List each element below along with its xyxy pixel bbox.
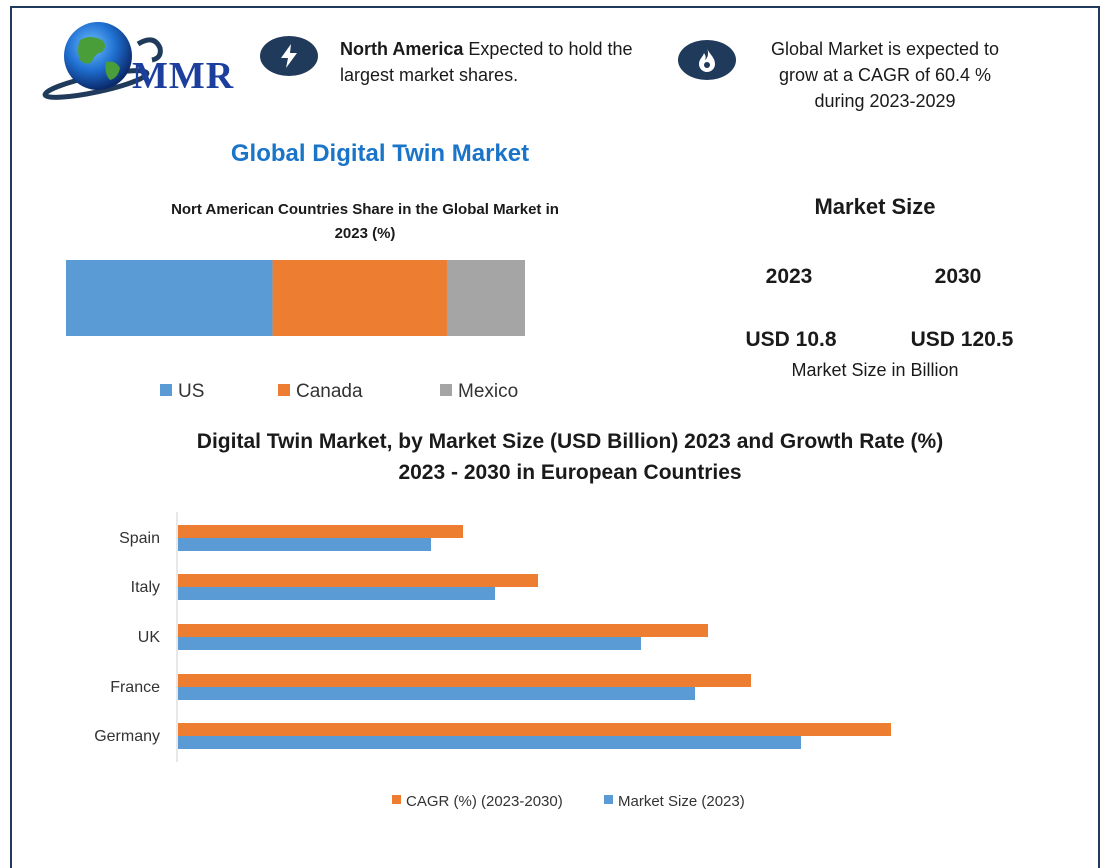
- share-chart-title-1: Nort American Countries Share in the Glo…: [171, 201, 559, 218]
- cagr-note: Global Market is expected to grow at a C…: [740, 36, 1030, 114]
- legend-swatch-cagr-2023-2030: [392, 795, 401, 804]
- share-chart: US Canada Mexico: [66, 260, 525, 402]
- category-label-spain: Spain: [119, 530, 160, 547]
- share-legend-label-canada: Canada: [296, 381, 363, 402]
- europe-chart-title-1: Digital Twin Market, by Market Size (USD…: [196, 430, 944, 453]
- value-2030: USD 120.5: [910, 328, 1014, 351]
- europe-chart-title: Digital Twin Market, by Market Size (USD…: [150, 426, 990, 488]
- page-frame: [10, 6, 1100, 868]
- share-chart-title: Nort American Countries Share in the Glo…: [140, 198, 590, 246]
- market-size-unit: Market Size in Billion: [791, 360, 959, 380]
- logo-text: MMR: [132, 55, 235, 97]
- year-2030: 2030: [934, 265, 982, 288]
- cagr-line-3: during 2023-2029: [814, 91, 956, 111]
- main-title: Global Digital Twin Market: [230, 140, 530, 167]
- category-label-italy: Italy: [131, 579, 160, 596]
- north-america-text-2: largest market shares.: [340, 65, 519, 85]
- bar-cagr-2023-2030-germany: [178, 723, 891, 736]
- year-2023: 2023: [765, 265, 813, 288]
- europe-chart: Spain Italy UK France Germany CAGR (%) (2023…: [94, 512, 891, 810]
- mmr-logo: MMR: [40, 14, 240, 100]
- bar-cagr-2023-2030-uk: [178, 624, 708, 637]
- bar-cagr-2023-2030-france: [178, 674, 751, 687]
- share-legend-swatch-canada: [278, 384, 290, 396]
- north-america-text-1: Expected to hold the: [463, 39, 633, 59]
- market-size-title: Market Size: [814, 194, 936, 219]
- cagr-line-2: grow at a CAGR of 60.4 %: [778, 65, 992, 85]
- share-legend-swatch-us: [160, 384, 172, 396]
- share-bar-canada: [272, 260, 447, 336]
- bar-market-size-2023-uk: [178, 637, 641, 650]
- bar-market-size-2023-spain: [178, 538, 431, 551]
- share-legend-label-mexico: Mexico: [458, 381, 518, 402]
- share-bar-mexico: [446, 260, 525, 336]
- bar-market-size-2023-italy: [178, 587, 495, 600]
- bar-cagr-2023-2030-italy: [178, 574, 538, 587]
- bar-cagr-2023-2030-spain: [178, 525, 463, 538]
- share-legend-label-us: US: [178, 381, 204, 402]
- category-label-germany: Germany: [94, 728, 160, 745]
- legend-swatch-market-size-2023: [604, 795, 613, 804]
- legend-label-cagr-2023-2030: CAGR (%) (2023-2030): [406, 793, 563, 810]
- share-legend-swatch-mexico: [440, 384, 452, 396]
- europe-chart-title-2: 2023 - 2030 in European Countries: [398, 461, 742, 484]
- bar-market-size-2023-france: [178, 687, 695, 700]
- category-label-france: France: [110, 679, 160, 696]
- cagr-line-1: Global Market is expected to: [770, 39, 1000, 59]
- north-america-label: North America: [340, 39, 464, 59]
- value-2023: USD 10.8: [745, 328, 837, 351]
- legend-label-market-size-2023: Market Size (2023): [618, 793, 745, 810]
- flame-icon: [678, 40, 736, 80]
- share-chart-title-2: 2023 (%): [334, 225, 396, 242]
- share-bar-us: [66, 260, 273, 336]
- category-label-uk: UK: [138, 629, 161, 646]
- lightning-icon: [260, 36, 318, 76]
- north-america-note: North America Expected to hold the large…: [340, 36, 670, 88]
- bar-market-size-2023-germany: [178, 736, 801, 749]
